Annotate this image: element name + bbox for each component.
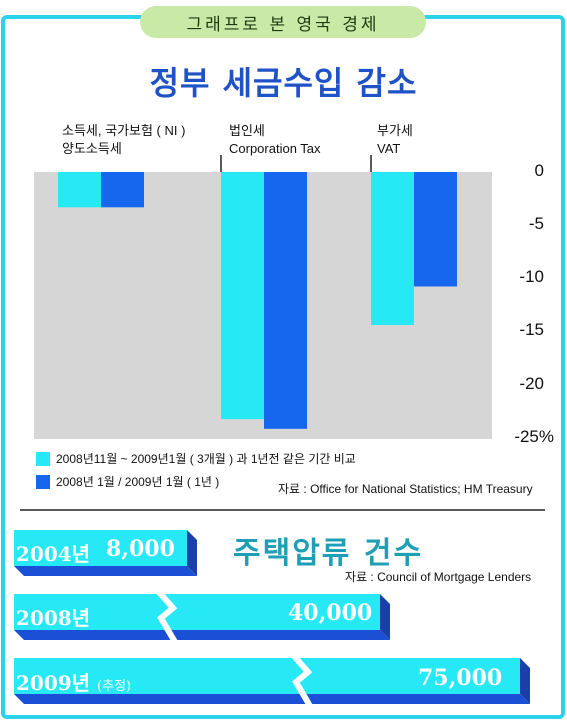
- y-tick-label: -15: [519, 320, 544, 339]
- legend-label: 2008년11월 ~ 2009년1월 ( 3개월 ) 과 1년전 같은 기간 비…: [56, 452, 356, 466]
- banner-break: [156, 590, 178, 644]
- legend-item: 2008년11월 ~ 2009년1월 ( 3개월 ) 과 1년전 같은 기간 비…: [36, 450, 356, 467]
- header-pill: 그래프로 본 영국 경제: [140, 6, 426, 38]
- bar-three-month-0: [58, 172, 101, 208]
- category-label-line2: 양도소득세: [62, 141, 122, 156]
- bar-three-month-2: [371, 172, 414, 326]
- y-tick-label: 0: [534, 161, 544, 180]
- banner-shadow: [14, 566, 197, 576]
- legend-label: 2008년 1월 / 2009년 1월 ( 1년 ): [56, 475, 220, 489]
- banner-side: [380, 594, 390, 640]
- banner-year: 2008년: [16, 606, 91, 630]
- banner-shadow: [14, 694, 530, 704]
- header-pill-text: 그래프로 본 영국 경제: [186, 14, 380, 35]
- housing-title: 주택압류 건수: [233, 536, 424, 571]
- bar-one-year-0: [101, 172, 144, 208]
- y-tick-label: -5: [528, 214, 544, 233]
- category-label-line1: 부가세: [377, 123, 413, 138]
- banner-side: [520, 658, 530, 704]
- category-label-line2: Corporation Tax: [229, 141, 321, 156]
- bar-one-year-1: [264, 172, 307, 429]
- banner-bar-2: [14, 658, 520, 694]
- legend-swatch: [36, 474, 50, 489]
- y-tick-label: -25%: [514, 427, 554, 446]
- category-label-line1: 법인세: [229, 123, 265, 138]
- banner-side: [187, 530, 197, 576]
- banner-shadow: [14, 630, 390, 640]
- banner-value: 8,000: [106, 536, 175, 562]
- category-label: 부가세 VAT: [377, 122, 413, 158]
- legend-swatch: [36, 451, 50, 466]
- legend-item: 2008년 1월 / 2009년 1월 ( 1년 ): [36, 473, 219, 490]
- y-tick-label: -10: [519, 267, 544, 286]
- banner-year: 2004년: [16, 542, 91, 566]
- category-label-line2: VAT: [377, 141, 401, 156]
- bar-three-month-1: [221, 172, 264, 420]
- banner-note: (추정): [97, 679, 132, 694]
- housing-source: 자료 : Council of Mortgage Lenders: [345, 570, 532, 584]
- banner-value: 40,000: [288, 600, 373, 626]
- banner-year: 2009년 (추정): [16, 667, 131, 696]
- banner-break: [291, 654, 313, 708]
- category-label: 소득세, 국가보험 ( NI ) 양도소득세: [62, 122, 185, 158]
- banner-bar-1: [14, 594, 380, 630]
- banner-value: 75,000: [418, 665, 503, 691]
- bar-one-year-2: [414, 172, 457, 287]
- banner-year-text: 2009년: [16, 671, 91, 695]
- banner-bar-0: [14, 530, 187, 566]
- category-label-line1: 소득세, 국가보험 ( NI ): [62, 123, 186, 138]
- page-title: 정부 세금수입 감소: [149, 64, 418, 102]
- chart-source: 자료 : Office for National Statistics; HM …: [278, 482, 533, 496]
- category-label: 법인세 Corporation Tax: [229, 122, 321, 158]
- y-tick-label: -20: [519, 374, 544, 393]
